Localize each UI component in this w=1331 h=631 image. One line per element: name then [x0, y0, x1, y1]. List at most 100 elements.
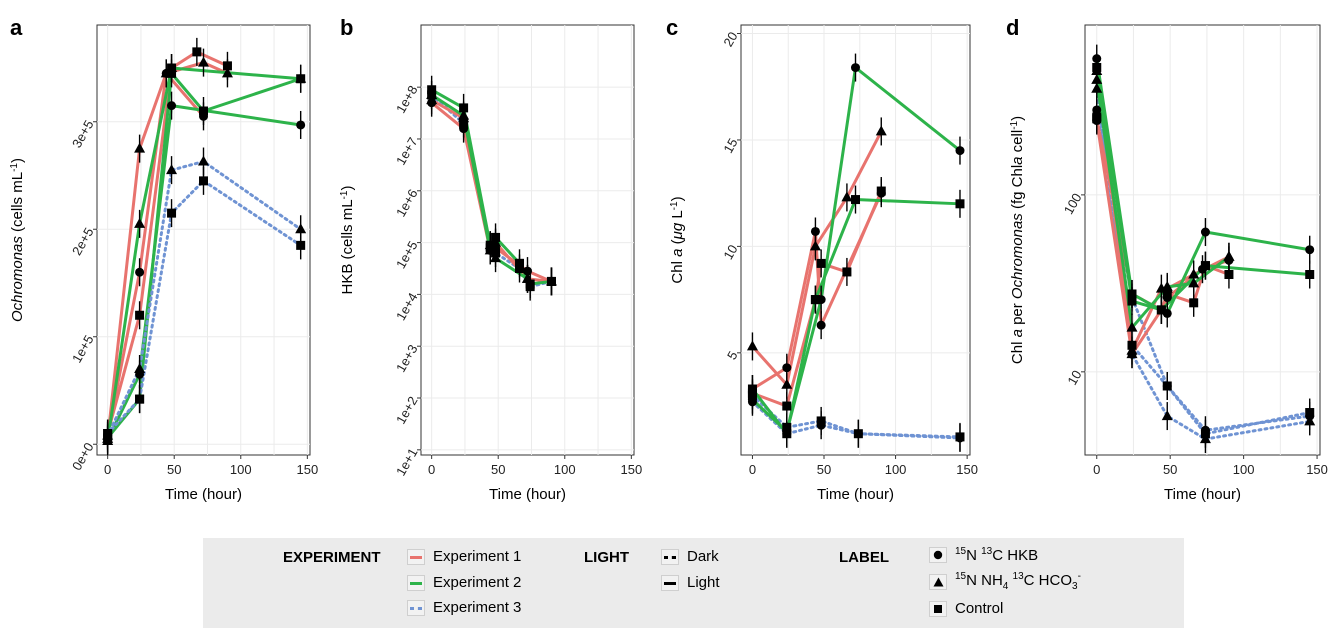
data-point	[1092, 114, 1102, 124]
data-point	[134, 363, 146, 373]
data-point	[782, 363, 792, 373]
data-point	[198, 155, 209, 166]
x-tick-label: 100	[230, 462, 252, 477]
square-icon	[929, 600, 947, 617]
x-tick-label: 100	[554, 462, 576, 477]
data-point	[1092, 62, 1102, 72]
legend-item-experiment-2: Experiment 2	[407, 574, 521, 591]
x-tick-label: 100	[1233, 462, 1255, 477]
y-tick-label: 100	[1061, 191, 1085, 217]
data-point	[199, 176, 208, 186]
data-point	[1162, 381, 1172, 391]
data-point	[484, 244, 496, 255]
data-point	[295, 223, 307, 234]
legend-label-experiment-2: Experiment 2	[433, 574, 522, 591]
legend-label-nh4: 15N NH4 13C HCO3-	[955, 571, 1081, 592]
data-point	[747, 384, 757, 394]
y-tick-label: 1e+7	[393, 135, 421, 168]
y-tick-label: 1e+2	[393, 394, 421, 427]
data-point	[810, 226, 820, 236]
data-point	[103, 429, 113, 438]
x-tick-label: 150	[1306, 462, 1328, 477]
x-tick-label: 150	[296, 462, 318, 477]
y-tick-label: 5	[724, 349, 741, 363]
legend-label-hkb: 15N 13C HKB	[955, 546, 1039, 564]
y-tick-label: 1e+5	[393, 238, 421, 271]
data-point	[842, 267, 852, 277]
plot-area-c	[740, 24, 971, 456]
x-tick-label: 50	[1163, 462, 1177, 477]
data-point	[522, 272, 533, 283]
panel-letter-a: a	[10, 15, 23, 40]
legend-label-dark: Dark	[687, 548, 719, 565]
data-point	[816, 416, 826, 426]
legend-key-experiment-1	[410, 555, 422, 559]
panel-d: 0 50 100 150 10 100 d Time (hour) Chl a per Ochr…	[1006, 15, 1328, 503]
legend-item-light: Light	[661, 574, 720, 591]
y-tick-label: 1e+8	[393, 83, 421, 116]
legend-label-control: Control	[955, 600, 1004, 617]
panel-letter-d: d	[1006, 15, 1019, 40]
x-axis-label: Time (hour)	[165, 486, 242, 503]
x-tick-label: 0	[1093, 462, 1100, 477]
y-tick-label: 10	[720, 242, 740, 262]
data-point	[1126, 344, 1138, 355]
data-point	[955, 199, 965, 209]
data-point	[782, 429, 792, 439]
x-tick-label: 0	[428, 462, 435, 477]
y-tick-label: 1e+1	[393, 446, 421, 479]
data-point	[166, 164, 178, 175]
legend-key-experiment-3	[410, 606, 422, 610]
data-point	[426, 88, 438, 99]
legend-label-experiment-3: Experiment 3	[433, 599, 522, 616]
data-point	[1200, 429, 1210, 439]
legend-item-control: Control	[929, 600, 1003, 617]
data-point	[1161, 280, 1173, 291]
panel-letter-b: b	[340, 15, 353, 40]
data-point	[955, 146, 965, 156]
data-point	[1126, 321, 1138, 332]
data-point	[134, 217, 146, 228]
data-point	[515, 258, 525, 268]
data-point	[134, 142, 146, 153]
data-point	[525, 279, 535, 289]
data-point	[746, 340, 758, 351]
y-tick-label: 20	[720, 29, 740, 49]
legend-key-dark	[664, 555, 676, 559]
x-tick-label: 50	[491, 462, 505, 477]
data-point	[781, 378, 793, 389]
data-point	[1200, 227, 1210, 237]
data-point	[296, 120, 306, 130]
data-point	[1224, 270, 1234, 280]
plot-area-b	[420, 24, 635, 456]
data-point	[167, 68, 177, 78]
data-point	[1305, 408, 1315, 418]
data-point	[490, 252, 502, 263]
data-point	[296, 74, 306, 84]
data-point	[851, 63, 860, 73]
panel-a: 0 50 100 150 0e+0 1e+5 2e+5 3e+5 a Time (hour) Och…	[9, 15, 319, 503]
y-tick-label: 1e+6	[393, 187, 421, 220]
data-point	[296, 240, 306, 250]
y-axis-label: Chl a per Ochromonas (fg Chla cell-1)	[1009, 116, 1027, 364]
legend-item-experiment-1: Experiment 1	[407, 548, 521, 565]
data-point	[1188, 277, 1200, 288]
y-axis-label: Chl a (μg L-1)	[669, 196, 687, 283]
data-point	[546, 276, 556, 286]
x-axis-label: Time (hour)	[489, 486, 566, 503]
data-point	[1305, 245, 1315, 255]
legend-label-light: Light	[687, 574, 720, 591]
triangle-icon	[929, 573, 947, 590]
x-axis-label: Time (hour)	[1164, 486, 1241, 503]
data-point	[841, 191, 853, 202]
legend-title-experiment: EXPERIMENT	[283, 549, 381, 566]
data-point	[192, 47, 202, 57]
panel-c: 0 50 100 150 5 10 15 20 c Time (hour) Chl a (μg L-…	[666, 15, 978, 503]
panel-b: 0 50 100 150 1e+1 1e+2 1e+3 1e+4 1e+5 1e+6 1e+7 1e+…	[339, 15, 643, 503]
data-point	[1200, 261, 1210, 271]
legend-key-light	[664, 581, 676, 585]
data-point	[810, 295, 820, 305]
legend-title-light: LIGHT	[584, 549, 629, 566]
series-line-exp2-4	[106, 66, 301, 442]
